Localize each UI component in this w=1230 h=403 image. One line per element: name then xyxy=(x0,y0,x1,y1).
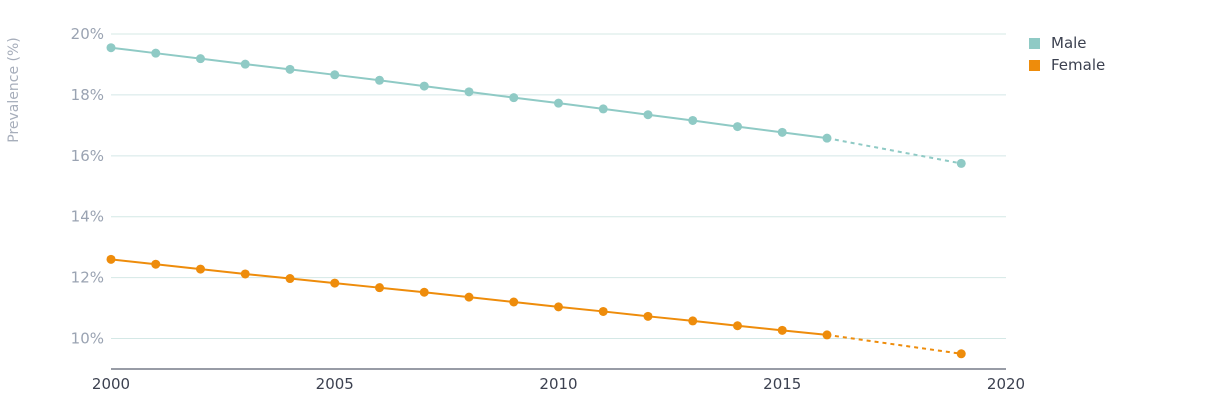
male-projected-line xyxy=(826,137,962,165)
female-point xyxy=(822,330,832,340)
gridlines xyxy=(111,33,1006,340)
male-point xyxy=(419,81,429,91)
series-female xyxy=(106,254,966,359)
female-point xyxy=(464,292,474,302)
male-point xyxy=(643,110,653,120)
male-point xyxy=(196,54,205,64)
legend-swatch-male xyxy=(1029,38,1040,49)
female-point xyxy=(375,283,384,293)
y-tick-label: 14% xyxy=(71,208,104,226)
x-tick-label: 2010 xyxy=(539,375,577,393)
y-tick-label: 16% xyxy=(71,147,104,165)
y-tick-label: 20% xyxy=(71,25,104,43)
female-point xyxy=(106,254,116,264)
female-point xyxy=(733,321,742,331)
female-point xyxy=(598,306,608,316)
female-point xyxy=(554,302,563,312)
x-tick-label: 2005 xyxy=(316,375,354,393)
female-point xyxy=(419,287,429,297)
male-point xyxy=(151,48,161,58)
y-tick-label: 12% xyxy=(71,269,104,287)
male-point xyxy=(733,122,742,132)
male-point xyxy=(330,70,340,80)
female-point xyxy=(285,274,295,284)
female-point xyxy=(196,264,205,274)
y-tick-labels: 10% 12% 14% 16% 18% 20% xyxy=(71,25,104,348)
y-tick-label: 18% xyxy=(71,86,104,104)
female-point xyxy=(509,297,519,307)
y-tick-label: 10% xyxy=(71,330,104,348)
y-axis-label: Prevalence (%) xyxy=(6,37,22,143)
x-tick-label: 2000 xyxy=(92,375,130,393)
female-point xyxy=(330,278,340,288)
male-point xyxy=(464,87,474,97)
male-point xyxy=(956,158,966,168)
female-point xyxy=(151,259,161,269)
x-tick-label: 2020 xyxy=(987,375,1025,393)
male-point xyxy=(554,98,563,108)
female-point xyxy=(956,349,966,359)
male-point xyxy=(285,64,295,74)
male-point xyxy=(822,133,832,143)
male-point xyxy=(106,43,116,53)
male-point xyxy=(240,59,250,69)
male-point xyxy=(688,115,698,125)
x-tick-label: 2015 xyxy=(763,375,801,393)
legend-label-male: Male xyxy=(1051,34,1087,52)
male-point xyxy=(598,104,608,114)
series-male xyxy=(106,43,966,168)
female-projected-line xyxy=(826,333,962,355)
male-point xyxy=(509,93,519,103)
female-point xyxy=(777,325,787,335)
legend: Male Female xyxy=(1029,34,1105,74)
legend-label-female: Female xyxy=(1051,56,1105,74)
series-layer xyxy=(106,43,966,359)
female-point xyxy=(240,269,250,279)
female-point xyxy=(688,316,698,326)
female-point xyxy=(643,311,653,321)
male-point xyxy=(777,127,787,137)
x-tick-labels: 2000 2005 2010 2015 2020 xyxy=(92,375,1025,393)
male-point xyxy=(375,75,384,85)
legend-swatch-female xyxy=(1029,60,1040,71)
